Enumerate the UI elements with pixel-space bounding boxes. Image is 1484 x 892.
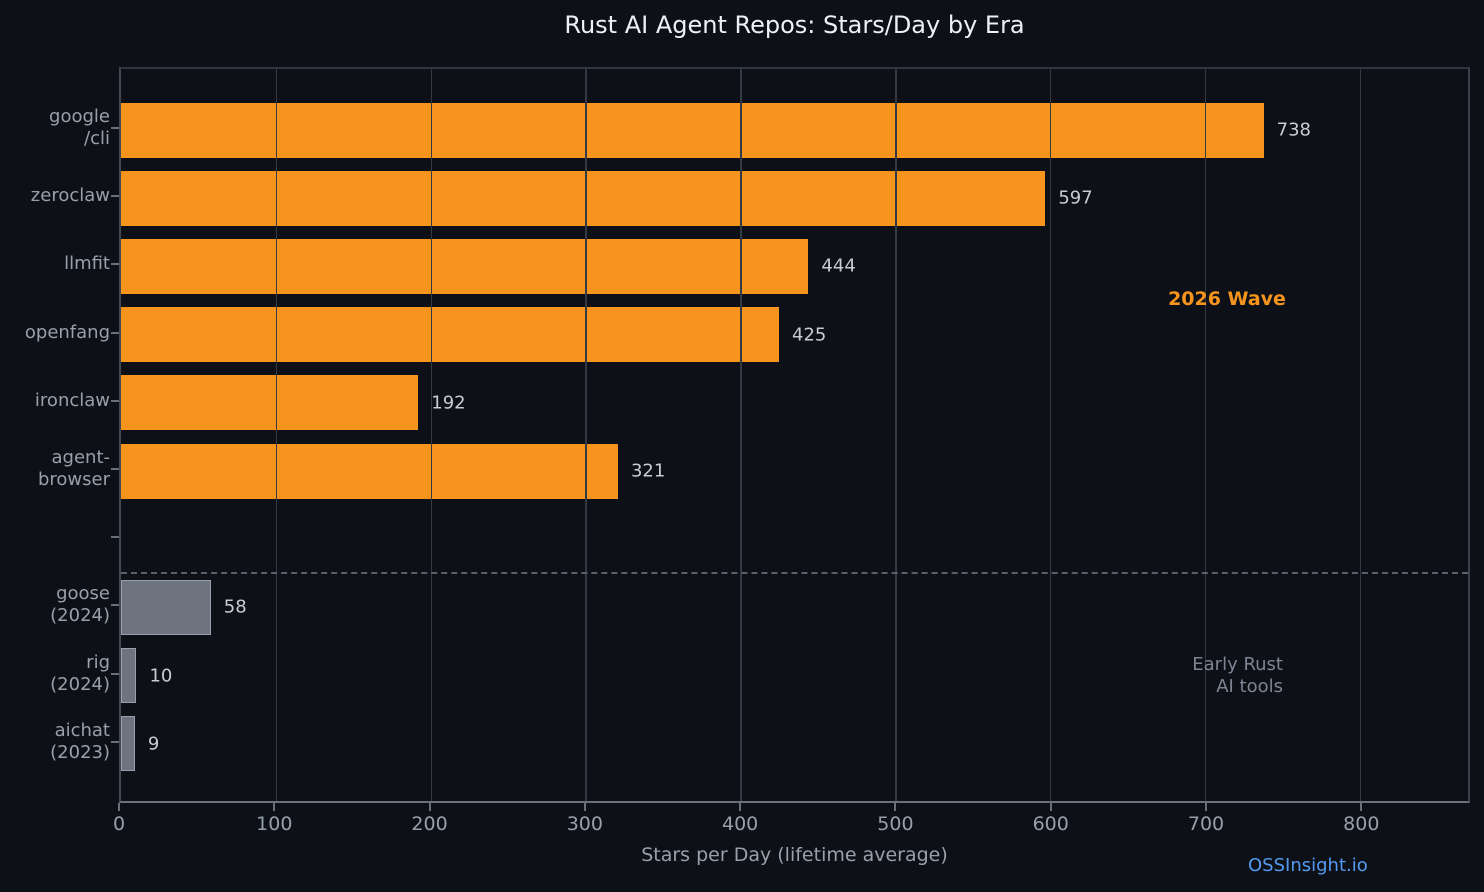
chart-title: Rust AI Agent Repos: Stars/Day by Era bbox=[564, 11, 1025, 39]
bar-value-label-425: 425 bbox=[792, 324, 827, 346]
y-tick-label-rig(2024): rig (2024) bbox=[0, 652, 110, 696]
y-tick-label-line: rig bbox=[86, 651, 110, 673]
bar-google/cli[interactable] bbox=[121, 102, 1264, 158]
x-axis-label: Stars per Day (lifetime average) bbox=[641, 844, 948, 866]
ossinsight-link[interactable]: OSSInsight.io bbox=[1248, 855, 1368, 876]
y-tick-label-line: zeroclaw bbox=[30, 185, 110, 207]
x-tick-mark-200 bbox=[428, 803, 431, 811]
gridline-x-200 bbox=[430, 69, 433, 801]
x-tick-mark-100 bbox=[273, 803, 276, 811]
x-tick-label-400: 400 bbox=[722, 813, 759, 835]
y-tick-mark-5 bbox=[111, 468, 119, 470]
plot-area: 2026 Wave Early Rust AI tools 738 597 444 4… bbox=[119, 67, 1470, 803]
y-tick-label-goose(2024): goose (2024) bbox=[0, 583, 110, 627]
y-tick-mark-4 bbox=[111, 399, 119, 402]
bar-value-label-444: 444 bbox=[821, 255, 856, 277]
bar-zeroclaw[interactable] bbox=[121, 170, 1046, 226]
bar-rig(2024)[interactable] bbox=[121, 648, 137, 704]
annotation-2026-wave: 2026 Wave bbox=[1168, 288, 1286, 310]
x-tick-label-700: 700 bbox=[1187, 813, 1225, 835]
y-tick-label-line: (2024) bbox=[50, 605, 110, 627]
y-tick-label-ironclaw: ironclaw bbox=[0, 390, 110, 412]
y-tick-label-line: ironclaw bbox=[34, 389, 110, 411]
y-tick-label-line: goose bbox=[56, 583, 110, 605]
y-tick-label-line: llmfit bbox=[64, 253, 110, 275]
y-tick-mark-2 bbox=[111, 263, 119, 266]
y-tick-mark-0 bbox=[111, 127, 119, 129]
bar-aichat(2023)[interactable] bbox=[121, 716, 135, 772]
y-tick-label-aichat(2023): aichat (2023) bbox=[0, 720, 110, 764]
y-tick-label-zeroclaw: zeroclaw bbox=[0, 185, 110, 207]
x-tick-mark-600 bbox=[1049, 803, 1052, 811]
y-tick-mark-7 bbox=[111, 604, 119, 607]
y-tick-mark-6 bbox=[111, 536, 119, 539]
y-tick-label-line: browser bbox=[37, 469, 110, 490]
gridline-x-500 bbox=[895, 69, 897, 801]
y-tick-label-openfang: openfang bbox=[0, 322, 110, 344]
y-tick-mark-3 bbox=[111, 331, 119, 334]
x-tick-label-500: 500 bbox=[877, 813, 914, 835]
bar-value-label-192: 192 bbox=[431, 392, 466, 414]
x-tick-label-0: 0 bbox=[112, 813, 126, 835]
bar-ironclaw[interactable] bbox=[121, 375, 419, 431]
x-tick-mark-500 bbox=[894, 803, 897, 811]
bar-value-label-58: 58 bbox=[223, 596, 247, 618]
y-tick-label-line: /cli bbox=[84, 128, 110, 149]
x-tick-mark-300 bbox=[583, 803, 586, 811]
x-tick-mark-0 bbox=[118, 803, 120, 811]
y-tick-mark-1 bbox=[111, 195, 119, 198]
x-tick-mark-400 bbox=[739, 803, 742, 811]
bar-openfang[interactable] bbox=[121, 307, 780, 363]
x-tick-label-200: 200 bbox=[411, 813, 448, 835]
y-tick-label-line: aichat bbox=[54, 719, 110, 741]
bar-agent-browser[interactable] bbox=[121, 443, 618, 499]
x-tick-mark-800 bbox=[1360, 803, 1363, 811]
gridline-x-400 bbox=[740, 69, 742, 801]
y-tick-label-line: agent- bbox=[51, 447, 111, 468]
y-tick-label-line: (2023) bbox=[50, 741, 110, 763]
x-tick-label-800: 800 bbox=[1343, 813, 1380, 835]
bar-value-label-10: 10 bbox=[149, 665, 173, 687]
annotation-early-rust-ai-tools: Early Rust AI tools bbox=[1192, 654, 1283, 698]
x-tick-mark-700 bbox=[1205, 803, 1207, 811]
bar-value-label-321: 321 bbox=[630, 460, 666, 482]
gridline-x-700 bbox=[1204, 69, 1207, 801]
y-tick-label-agent-browser: agent-browser bbox=[0, 447, 110, 491]
y-tick-label-llmfit: llmfit bbox=[0, 253, 110, 275]
gridline-x-600 bbox=[1049, 69, 1052, 801]
gridline-x-800 bbox=[1359, 69, 1362, 801]
gridline-x-100 bbox=[275, 69, 278, 801]
annotation-early-line-1: Early Rust bbox=[1192, 654, 1283, 675]
era-separator-dashed-line bbox=[121, 572, 1468, 574]
bar-value-label-738: 738 bbox=[1276, 119, 1311, 141]
bar-goose(2024)[interactable] bbox=[121, 579, 211, 635]
y-tick-label-line: google bbox=[49, 106, 110, 127]
bar-value-label-9: 9 bbox=[147, 733, 160, 755]
y-tick-mark-8 bbox=[111, 672, 119, 675]
y-tick-label-line: (2024) bbox=[50, 673, 110, 695]
annotation-early-line-2: AI tools bbox=[1216, 676, 1283, 697]
y-tick-label-google/cli: google/cli bbox=[0, 106, 110, 150]
x-tick-label-300: 300 bbox=[566, 813, 603, 835]
gridline-x-300 bbox=[585, 69, 587, 801]
bar-value-label-597: 597 bbox=[1058, 187, 1093, 209]
y-tick-label-line: openfang bbox=[24, 321, 110, 343]
y-tick-mark-9 bbox=[111, 740, 119, 743]
x-tick-label-100: 100 bbox=[256, 813, 293, 835]
x-tick-label-600: 600 bbox=[1032, 813, 1069, 835]
bar-llmfit[interactable] bbox=[121, 238, 809, 294]
